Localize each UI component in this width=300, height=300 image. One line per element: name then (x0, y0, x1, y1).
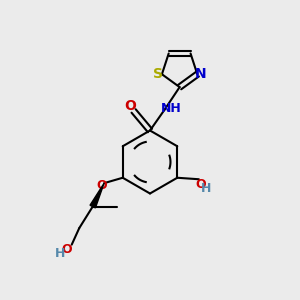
Polygon shape (90, 183, 104, 208)
Text: H: H (201, 182, 212, 195)
Text: O: O (61, 243, 72, 256)
Text: S: S (153, 67, 163, 81)
Text: O: O (96, 179, 107, 192)
Text: NH: NH (161, 102, 182, 115)
Text: O: O (195, 178, 206, 191)
Text: N: N (195, 67, 207, 81)
Text: O: O (125, 99, 136, 112)
Text: H: H (55, 247, 65, 260)
